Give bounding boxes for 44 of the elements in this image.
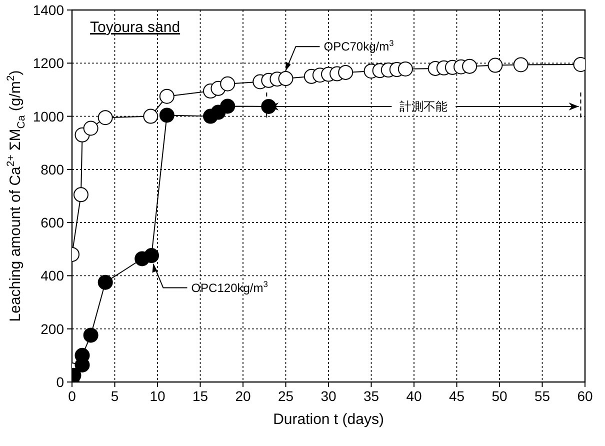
y-tick-label: 800 (40, 161, 64, 178)
x-tick-label: 45 (448, 388, 465, 404)
point (220, 98, 236, 114)
annotation: 計測不能 (400, 99, 448, 114)
y-tick-label: 1200 (32, 55, 64, 72)
x-tick-label: 5 (110, 388, 119, 404)
point (462, 58, 478, 74)
x-tick-label: 20 (235, 388, 251, 404)
point (144, 248, 160, 264)
x-tick-label: 10 (150, 388, 166, 404)
y-tick-label: 1000 (32, 108, 64, 124)
x-tick-label: 60 (577, 388, 593, 404)
point (83, 120, 98, 136)
point (261, 98, 276, 114)
point (98, 110, 113, 126)
text: Toyoura sand (90, 19, 180, 36)
y-tick-label: 600 (40, 214, 64, 231)
point (488, 58, 503, 73)
x-tick-label: 40 (406, 388, 422, 404)
point (98, 274, 113, 290)
point (159, 108, 174, 123)
x-tick-label: 35 (363, 388, 380, 404)
point (73, 187, 88, 202)
point (398, 61, 413, 76)
point (513, 57, 528, 72)
x-tick-label: 25 (278, 388, 294, 404)
annotation: OPC120kg/m$^{3}$ (191, 278, 268, 295)
point (143, 108, 158, 124)
x-tick-label: 30 (320, 388, 336, 404)
point (159, 88, 174, 104)
x-axis-title: Duration t (days) (273, 411, 384, 428)
point (338, 64, 354, 80)
y-tick-label: 400 (40, 268, 64, 284)
y-tick-label: 200 (40, 320, 64, 337)
y-tick-label: 1400 (32, 2, 64, 18)
point (83, 328, 98, 343)
point (278, 71, 294, 86)
y-tick-label: 0 (56, 374, 64, 390)
point (220, 76, 236, 92)
x-tick-label: 50 (492, 388, 508, 404)
x-tick-label: 15 (192, 388, 208, 404)
x-tick-label: 0 (68, 388, 76, 404)
annotation: OPC70kg/m$^{3}$ (324, 38, 394, 54)
x-tick-label: 55 (534, 388, 550, 404)
